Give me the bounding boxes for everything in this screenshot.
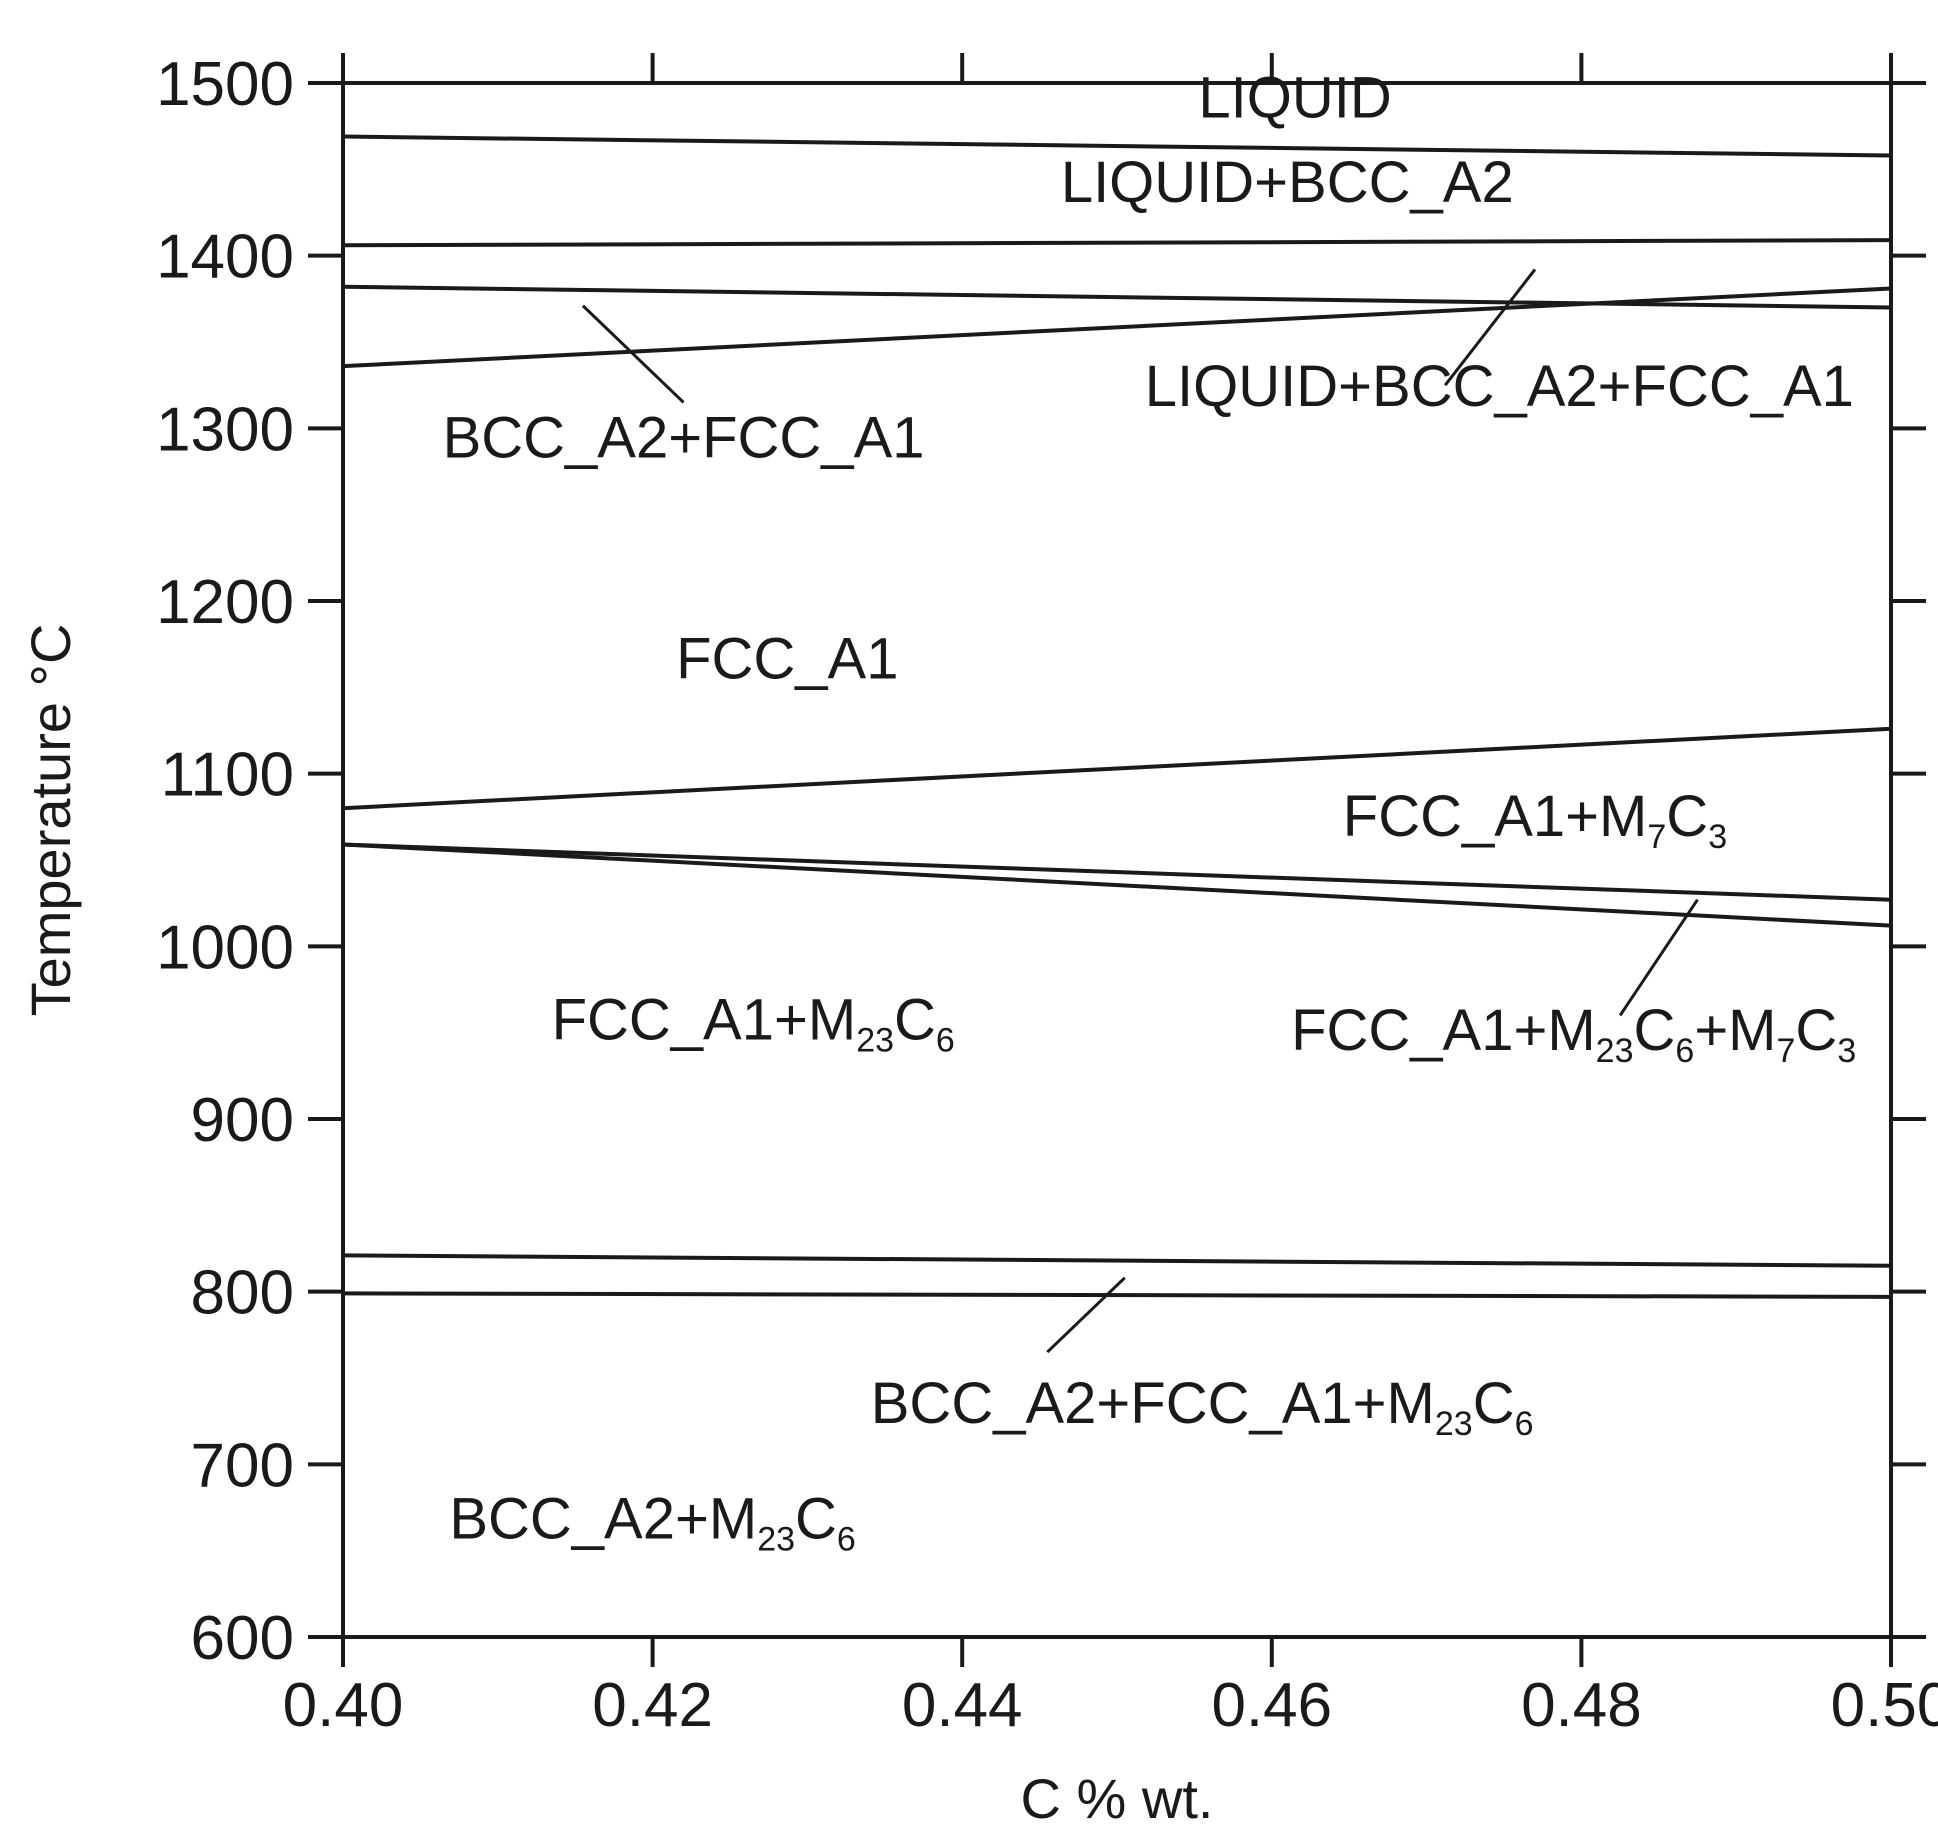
region-label-liquid: LIQUID [1198, 66, 1391, 131]
y-tick-label: 1400 [156, 223, 294, 292]
leader-line [1443, 268, 1537, 387]
x-tick-label: 0.50 [1831, 1671, 1938, 1740]
phase-boundary [342, 238, 1892, 248]
x-tick-label: 0.42 [592, 1671, 713, 1740]
x-axis-ticks: 0.40 0.42 0.44 0.46 0.48 0.50 [283, 53, 1938, 1740]
region-label-bcc-a2-fcc-a1-m23c6: BCC_A2+FCC_A1+M23C6 [871, 1371, 1534, 1443]
region-label-fcc-a1-m23c6: FCC_A1+M23C6 [552, 988, 955, 1060]
leader-line [1046, 1276, 1126, 1354]
y-tick-label: 1300 [156, 395, 294, 464]
leader-line [581, 304, 685, 404]
y-axis-title: Temperature °C [19, 624, 82, 1017]
y-tick-label: 900 [191, 1086, 294, 1155]
x-tick-label: 0.48 [1521, 1671, 1642, 1740]
phase-boundary [342, 1253, 1892, 1268]
leader-lines [581, 268, 1699, 1354]
y-tick-label: 1100 [161, 741, 294, 810]
region-label-bcc-a2-fcc-a1: BCC_A2+FCC_A1 [443, 406, 925, 471]
y-tick-label: 600 [191, 1604, 294, 1673]
x-axis-title: C % wt. [1021, 1767, 1214, 1830]
y-tick-label: 1500 [156, 50, 294, 119]
y-tick-label: 800 [191, 1259, 294, 1328]
phase-boundary-lines [342, 134, 1892, 1299]
y-tick-label: 1200 [156, 568, 294, 637]
region-label-liquid-bcc-a2: LIQUID+BCC_A2 [1061, 150, 1514, 215]
phase-boundary [342, 284, 1892, 310]
phase-boundary [342, 726, 1892, 811]
x-tick-label: 0.46 [1211, 1671, 1332, 1740]
y-axis-ticks: 600 700 800 900 1000 1100 1200 1300 1400 1500 [156, 50, 1926, 1673]
region-label-liquid-bcc-a2-fcc-a1: LIQUID+BCC_A2+FCC_A1 [1145, 354, 1854, 419]
x-tick-label: 0.44 [902, 1671, 1023, 1740]
region-label-bcc-a2-m23c6: BCC_A2+M23C6 [449, 1487, 855, 1559]
phase-boundary [342, 286, 1892, 369]
phase-boundary [342, 842, 1892, 928]
y-tick-label: 700 [191, 1431, 294, 1500]
plot-frame [341, 81, 1893, 1639]
phase-boundary [342, 842, 1892, 902]
phase-boundary [342, 1291, 1892, 1299]
y-tick-label: 1000 [156, 913, 294, 982]
x-tick-label: 0.40 [283, 1671, 404, 1740]
phase-boundary [342, 134, 1892, 158]
region-label-fcc-a1-m23c6-m7c3: FCC_A1+M23C6+M7C3 [1291, 998, 1856, 1070]
plot-border [341, 81, 1893, 1639]
leader-line [1618, 898, 1699, 1017]
region-label-fcc-a1-m7c3: FCC_A1+M7C3 [1343, 784, 1727, 856]
region-label-fcc-a1: FCC_A1 [676, 627, 898, 692]
phase-region-labels: LIQUID LIQUID+BCC_A2 LIQUID+BCC_A2+FCC_A1 B… [443, 66, 1857, 1559]
